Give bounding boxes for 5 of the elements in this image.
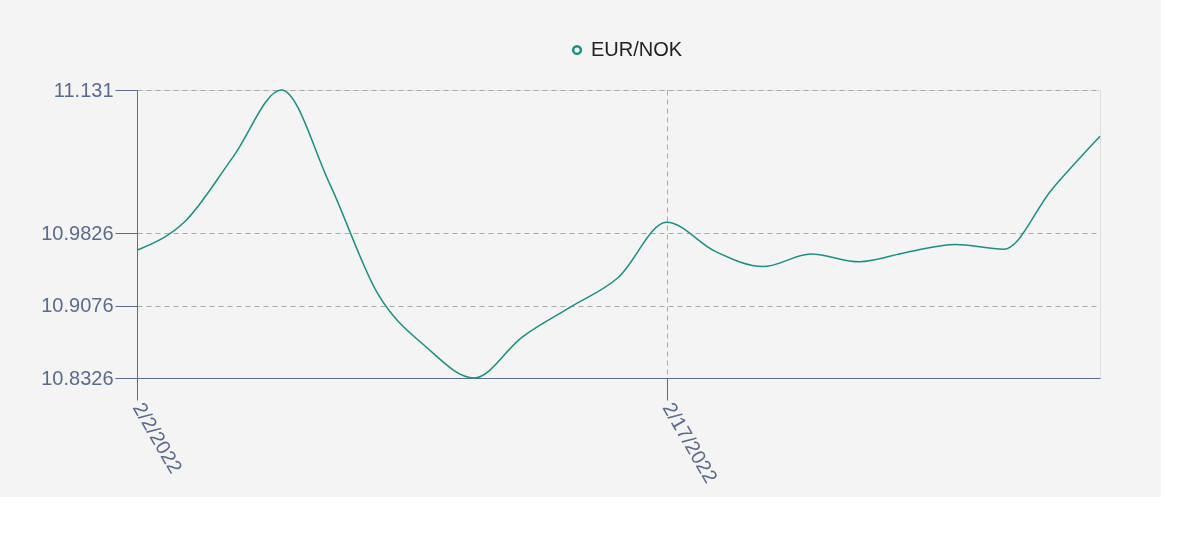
y-tick-label: 11.131 <box>53 78 114 101</box>
y-tick-label: 10.8326 <box>41 366 114 389</box>
legend-label: EUR/NOK <box>591 38 683 60</box>
y-tick-label: 10.9076 <box>41 294 114 317</box>
y-tick-label: 10.9826 <box>41 221 114 244</box>
